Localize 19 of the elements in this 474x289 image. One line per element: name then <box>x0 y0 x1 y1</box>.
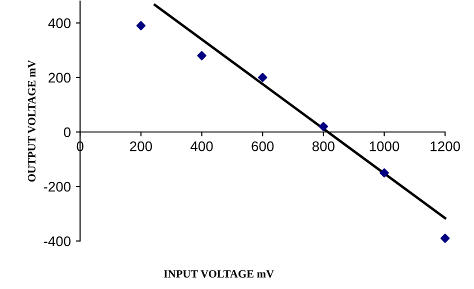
y-tick-label: 400 <box>48 18 71 28</box>
x-axis-title: INPUT VOLTAGE mV <box>164 270 274 278</box>
y-tick-label: 0 <box>64 127 71 138</box>
x-tick-label: 800 <box>312 141 334 152</box>
y-axis-title: OUTPUT VOLTAGE mV <box>28 60 36 182</box>
x-tick-label: 400 <box>190 141 213 152</box>
point <box>258 72 268 82</box>
point <box>440 234 450 243</box>
x-tick-label: 200 <box>130 141 152 152</box>
point <box>136 21 146 30</box>
point <box>380 168 389 178</box>
y-tick-label: -400 <box>44 236 71 246</box>
x-tick-label: 1200 <box>430 141 460 152</box>
x-tick-label: 600 <box>252 141 274 152</box>
y-tick-label: 200 <box>48 72 71 83</box>
point <box>197 51 206 60</box>
point <box>318 122 328 132</box>
x-tick-label: 1000 <box>370 141 400 152</box>
y-tick-label: -200 <box>44 182 71 192</box>
